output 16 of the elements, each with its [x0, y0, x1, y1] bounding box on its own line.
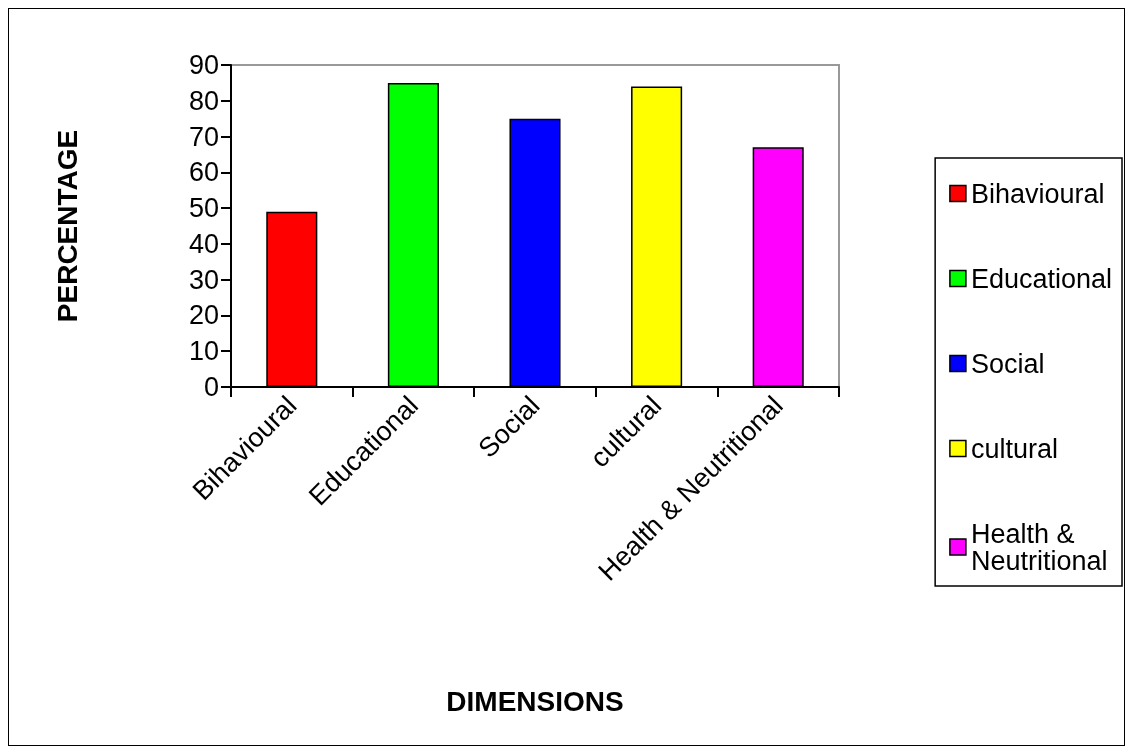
- y-tick-label: 30: [188, 264, 219, 295]
- y-tick-label: 70: [188, 121, 219, 152]
- y-tick-label: 0: [203, 372, 219, 402]
- y-tick-label: 40: [188, 228, 219, 259]
- y-tick-label: 10: [188, 336, 219, 367]
- y-axis-title: PERCENTAGE: [51, 129, 83, 323]
- legend-label: Bihavioural: [970, 178, 1105, 209]
- y-tick-label: 50: [188, 193, 219, 224]
- legend-label: Educational: [970, 263, 1113, 294]
- y-tick-label: 80: [188, 85, 219, 116]
- y-tick-label: 90: [188, 50, 219, 80]
- legend-label: Health & Neutritional: [970, 518, 1108, 576]
- y-tick-label: 20: [188, 300, 219, 331]
- x-axis-title: DIMENSIONS: [446, 685, 624, 717]
- legend-label: Social: [970, 348, 1045, 379]
- y-tick-label: 60: [188, 157, 219, 188]
